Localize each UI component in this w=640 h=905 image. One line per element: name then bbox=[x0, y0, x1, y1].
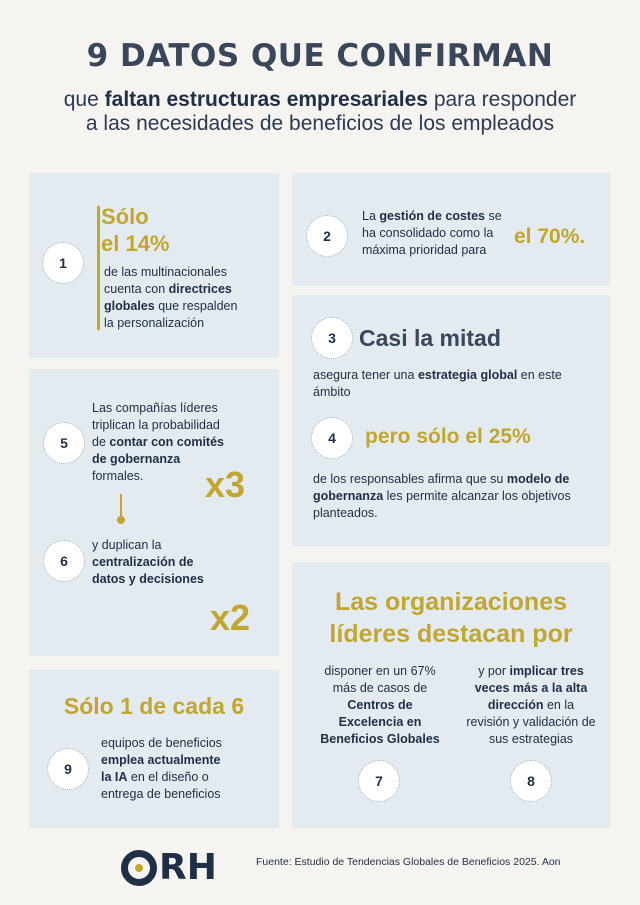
fact-number-3: 3 bbox=[311, 317, 353, 359]
fact-number-5: 5 bbox=[43, 422, 85, 464]
fact-number-4: 4 bbox=[311, 417, 353, 459]
source-note: Fuente: Estudio de Tendencias Globales d… bbox=[256, 856, 561, 868]
fact-9-text: equipos de beneficios emplea actualmente… bbox=[101, 736, 222, 801]
leaders-headline-2: líderes destacan por bbox=[329, 620, 573, 648]
fact-number-7: 7 bbox=[358, 760, 400, 802]
leaders-card: Las organizaciones líderes destacan por … bbox=[292, 562, 610, 828]
multiplier-x2: x2 bbox=[210, 597, 251, 638]
multiplier-x3: x3 bbox=[205, 464, 246, 505]
subtitle-post: para responder bbox=[433, 88, 577, 111]
connector-line bbox=[120, 494, 122, 518]
fact-card-5-6: 5 Las compañías líderes triplican la pro… bbox=[29, 369, 279, 656]
fact-2-text: La gestión de costes se ha consolidado c… bbox=[362, 209, 502, 257]
logo-text: RH bbox=[159, 847, 217, 888]
fact-4-text: de los responsables afirma que su modelo… bbox=[313, 472, 571, 520]
page-title: 9 DATOS QUE CONFIRMAN bbox=[86, 38, 554, 74]
fact-1-headline-1: Sólo bbox=[101, 204, 149, 229]
fact-1-text: de las multinacionales cuenta con direct… bbox=[104, 265, 238, 330]
fact-1-headline-2: el 14% bbox=[101, 231, 170, 256]
fact-card-3-4: 3 Casi la mitad asegura tener una estrat… bbox=[292, 295, 610, 546]
fact-card-9: Sólo 1 de cada 6 9 equipos de beneficios… bbox=[29, 670, 279, 828]
fact-5-text: Las compañías líderes triplican la proba… bbox=[92, 401, 225, 483]
fact-4-big: pero sólo el 25% bbox=[365, 425, 531, 448]
subtitle-bold: faltan estructuras empresariales bbox=[104, 88, 428, 111]
orh-logo: RH bbox=[121, 847, 217, 888]
gold-vertical-bar bbox=[97, 206, 100, 330]
fact-3-big: Casi la mitad bbox=[359, 325, 501, 351]
fact-2-big: el 70%. bbox=[514, 225, 586, 248]
fact-9-big: Sólo 1 de cada 6 bbox=[63, 693, 245, 719]
fact-number-6: 6 bbox=[43, 540, 85, 582]
subtitle-pre: que bbox=[63, 88, 99, 111]
logo-o-mark bbox=[121, 849, 157, 886]
fact-7-text: disponer en un 67% más de casos de Centr… bbox=[320, 664, 440, 746]
fact-3-text: asegura tener una estrategia global en e… bbox=[313, 368, 562, 399]
fact-card-1: 1 Sólo el 14% de las multinacionales cue… bbox=[29, 173, 279, 358]
fact-6-text: y duplican la centralización de datos y … bbox=[92, 538, 204, 586]
fact-number-8: 8 bbox=[510, 760, 552, 802]
leaders-headline-1: Las organizaciones bbox=[334, 588, 568, 616]
fact-number-1: 1 bbox=[42, 242, 84, 284]
fact-8-text: y por implicar tres veces más a la alta … bbox=[466, 664, 596, 746]
fact-card-2: 2 La gestión de costes se ha consolidado… bbox=[292, 173, 610, 286]
subtitle-line-1: que faltan estructuras empresariales par… bbox=[0, 88, 640, 112]
connector-dot bbox=[117, 516, 125, 524]
fact-number-2: 2 bbox=[306, 215, 348, 257]
subtitle-line-2: a las necesidades de beneficios de los e… bbox=[85, 112, 555, 135]
fact-number-9: 9 bbox=[47, 748, 89, 790]
